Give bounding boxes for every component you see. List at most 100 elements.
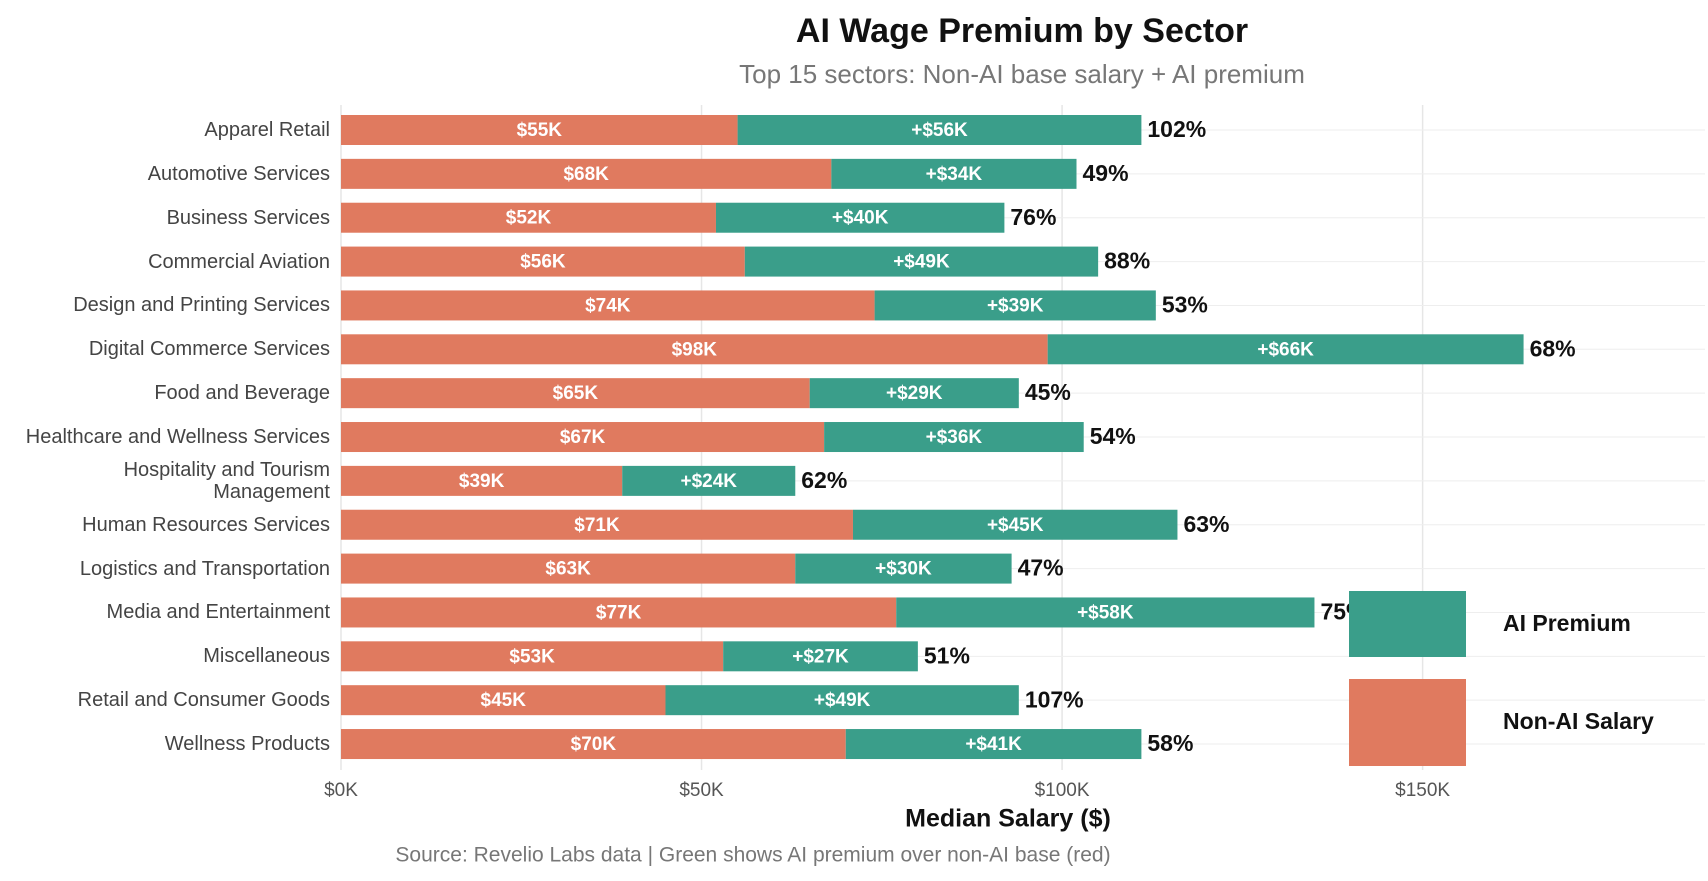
- y-tick-label: Hospitality and Tourism Management: [123, 458, 330, 503]
- bar-label: +$45K: [987, 515, 1044, 536]
- bar-label: $70K: [571, 734, 617, 755]
- bar-label: $65K: [553, 383, 599, 404]
- bar-label: $68K: [563, 164, 609, 185]
- premium-pct-label: 45%: [1025, 379, 1071, 405]
- legend-swatch: [1349, 591, 1466, 657]
- x-tick-label: $150K: [1395, 780, 1450, 801]
- bar-label: +$24K: [680, 471, 737, 492]
- bar-segment: [622, 465, 796, 496]
- bar-segment: [809, 378, 1019, 409]
- y-tick-label: Food and Beverage: [154, 382, 330, 405]
- legend-label: AI Premium: [1503, 610, 1631, 636]
- premium-pct-label: 107%: [1025, 686, 1084, 712]
- y-tick-label: Logistics and Transportation: [79, 557, 330, 580]
- y-tick-label: Human Resources Services: [82, 513, 330, 536]
- bar-segment: [341, 158, 832, 189]
- premium-pct-label: 76%: [1010, 204, 1056, 230]
- bar-segment: [341, 465, 623, 496]
- y-tick-label: Business Services: [166, 206, 330, 229]
- bar-segment: [744, 246, 1099, 277]
- bar-label: $63K: [545, 559, 591, 580]
- bar-label: +$66K: [1257, 339, 1314, 360]
- premium-pct-label: 54%: [1090, 423, 1136, 449]
- y-tick-label: Retail and Consumer Goods: [77, 689, 330, 712]
- bar-segment: [1047, 334, 1524, 365]
- bar-segment: [341, 115, 738, 145]
- bar-segment: [341, 509, 853, 540]
- legend-swatch: [1349, 679, 1466, 766]
- premium-pct-label: 102%: [1147, 116, 1206, 142]
- bar-segment: [795, 553, 1012, 584]
- y-tick-label: Media and Entertainment: [106, 601, 330, 624]
- bar-label: $39K: [459, 471, 505, 492]
- bar-label: $67K: [560, 427, 606, 448]
- bar-label: +$56K: [911, 120, 968, 141]
- bar-segment: [341, 685, 666, 716]
- bar-label: +$30K: [875, 559, 932, 580]
- premium-pct-label: 68%: [1530, 335, 1576, 361]
- y-tick-label: Automotive Services: [147, 162, 330, 185]
- bar-segment: [831, 158, 1077, 189]
- bar-segment: [341, 597, 897, 628]
- bar-segment: [341, 641, 724, 672]
- y-tick-label: Apparel Retail: [204, 119, 330, 141]
- bar-segment: [896, 597, 1315, 628]
- bar-label: +$41K: [965, 734, 1022, 755]
- premium-pct-label: 88%: [1104, 248, 1150, 274]
- y-tick-label: Miscellaneous: [203, 645, 330, 668]
- premium-pct-label: 63%: [1183, 511, 1229, 537]
- bar-segment: [341, 290, 875, 321]
- bar-label: $52K: [506, 208, 552, 229]
- chart-subtitle: Top 15 sectors: Non-AI base salary + AI …: [739, 59, 1305, 89]
- bar-segment: [665, 685, 1019, 716]
- bar-label: +$34K: [926, 164, 983, 185]
- source-note: Source: Revelio Labs data | Green shows …: [395, 844, 1110, 867]
- bar-segment: [874, 290, 1156, 321]
- bar-label: $55K: [517, 120, 563, 141]
- bar-segment: [341, 378, 810, 409]
- premium-pct-label: 62%: [801, 467, 847, 493]
- premium-pct-label: 49%: [1083, 160, 1129, 186]
- bar-segment: [341, 202, 716, 233]
- bar-label: +$36K: [926, 427, 983, 448]
- x-tick-label: $0K: [324, 780, 358, 801]
- y-tick-label: Commercial Aviation: [148, 250, 330, 273]
- y-tick-label: Design and Printing Services: [73, 294, 330, 317]
- premium-pct-label: 51%: [924, 642, 970, 668]
- legend-label: Non-AI Salary: [1503, 708, 1654, 734]
- bar-segment: [341, 246, 745, 277]
- bar-segment: [341, 334, 1048, 365]
- chart-title: AI Wage Premium by Sector: [796, 12, 1248, 50]
- premium-pct-label: 58%: [1147, 730, 1193, 756]
- y-tick-label: Wellness Products: [164, 733, 330, 756]
- bar-label: $71K: [574, 515, 620, 536]
- bar-segment: [824, 422, 1084, 453]
- x-tick-label: $100K: [1035, 780, 1090, 801]
- bar-segment: [341, 422, 825, 453]
- y-tick-label: Healthcare and Wellness Services: [25, 426, 330, 449]
- bar-segment: [723, 641, 918, 672]
- bar-segment: [341, 729, 846, 760]
- bar-label: $53K: [509, 646, 555, 667]
- x-tick-label: $50K: [679, 780, 724, 801]
- bar-segment: [845, 729, 1142, 760]
- bar-label: +$39K: [987, 295, 1044, 316]
- bar-segment: [852, 509, 1178, 540]
- bar-segment: [737, 115, 1142, 145]
- x-axis-title: Median Salary ($): [905, 805, 1111, 833]
- bar-label: $77K: [596, 602, 642, 623]
- bar-label: +$29K: [886, 383, 943, 404]
- premium-pct-label: 53%: [1162, 292, 1208, 318]
- bar-label: +$49K: [814, 690, 871, 711]
- bar-label: $56K: [520, 252, 566, 273]
- bar-segment: [341, 553, 796, 584]
- premium-pct-label: 47%: [1018, 555, 1064, 581]
- bar-label: +$27K: [792, 646, 849, 667]
- bar-label: +$40K: [832, 208, 889, 229]
- bar-segment: [715, 202, 1005, 233]
- y-tick-label: Digital Commerce Services: [88, 338, 330, 361]
- bar-label: +$58K: [1077, 602, 1134, 623]
- bar-label: $45K: [481, 690, 527, 711]
